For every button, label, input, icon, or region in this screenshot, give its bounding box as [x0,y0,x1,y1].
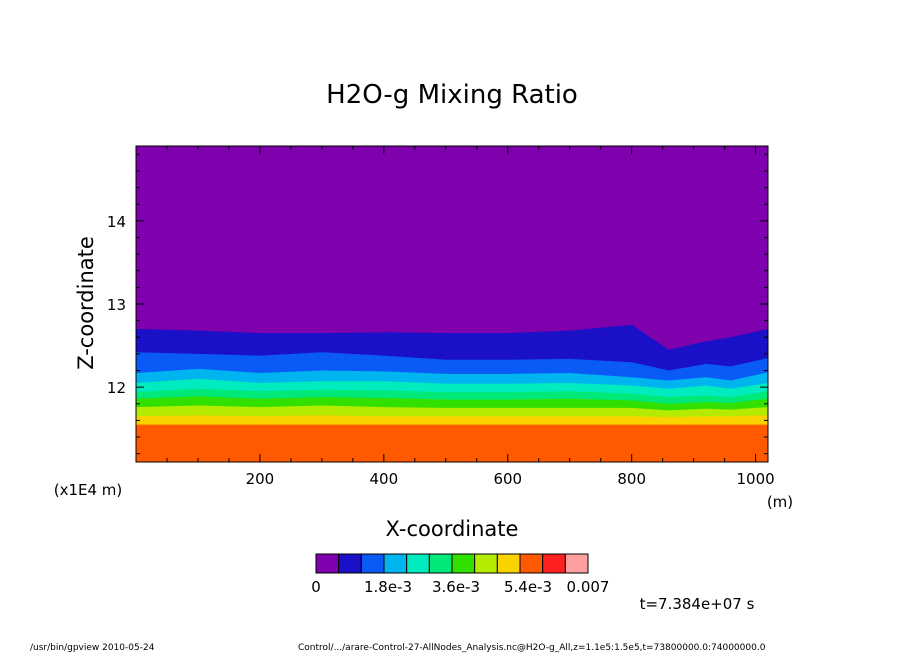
colorbar-swatch [383,553,408,574]
colorbar-swatch [338,553,362,574]
plot-area [136,146,768,462]
colorbar-swatch [519,553,544,574]
colorbar: 0 1.8e-3 3.6e-3 5.4e-3 0.007 [311,553,610,596]
chart-title: H2O-g Mixing Ratio [326,80,578,110]
footer-right: Control/.../arare-Control-27-AllNodes_An… [298,643,766,653]
colorbar-tick-label: 5.4e-3 [504,578,552,596]
x-tick-label: 1000 [737,470,775,488]
colorbar-swatch [474,553,498,574]
colorbar-swatch [496,553,521,574]
y-tick-label: 12 [107,379,126,397]
colorbar-swatch [315,553,340,574]
x-axis-label: X-coordinate [386,517,519,541]
y-axis-scale-note: (x1E4 m) [54,481,123,499]
footer-left: /usr/bin/gpview 2010-05-24 [30,643,155,653]
colorbar-tick-label: 0 [311,578,321,596]
colorbar-tick-label: 3.6e-3 [432,578,480,596]
colorbar-swatch [564,553,589,574]
time-label: t=7.384e+07 s [640,595,755,613]
colorbar-swatch [406,553,430,574]
x-tick-label: 200 [246,470,275,488]
colorbar-swatch [542,553,566,574]
y-axis: 12 13 14 [107,153,768,455]
colorbar-tick-label: 1.8e-3 [364,578,412,596]
x-tick-label: 400 [370,470,399,488]
x-tick-label: 600 [493,470,522,488]
x-tick-label: 800 [617,470,646,488]
contour-band-9 [136,424,768,462]
plot-frame [135,145,769,463]
colorbar-swatch [428,553,453,574]
y-axis-label: Z-coordinate [74,236,98,370]
colorbar-swatch [360,553,385,574]
x-axis-unit: (m) [767,493,793,511]
y-tick-label: 13 [107,296,126,314]
y-tick-label: 14 [107,213,126,231]
colorbar-tick-label: 0.007 [567,578,610,596]
x-axis: 200 400 600 800 1000 [166,146,775,488]
colorbar-swatch [451,553,476,574]
